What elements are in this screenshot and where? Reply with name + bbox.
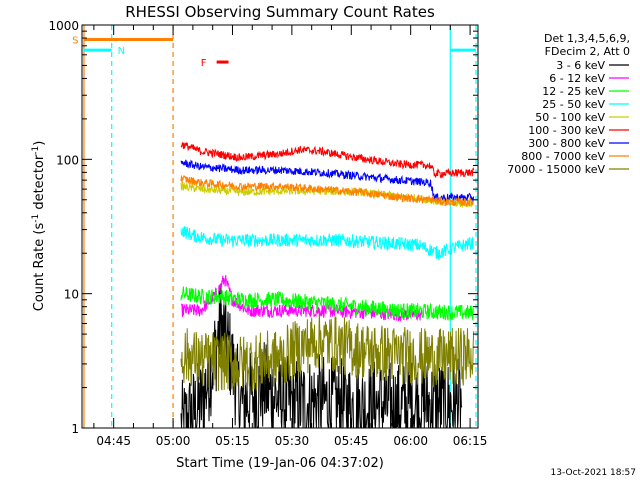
series-line-7	[180, 174, 475, 207]
y-tick-label: 1000	[48, 19, 79, 33]
axes: 1 10 100 1000 04:45 05:00 05:15 05:30 05:45 06:00…	[48, 19, 487, 448]
series-line-6	[180, 159, 475, 203]
chart-title: RHESSI Observing Summary Count Rates	[125, 3, 435, 21]
x-tick-label: 05:00	[156, 434, 191, 448]
series-line-5	[180, 142, 475, 179]
x-tick-label: 06:00	[393, 434, 428, 448]
y-label-sup2: -1	[31, 146, 41, 155]
series-line-2	[180, 286, 475, 321]
plot-frame	[81, 24, 479, 429]
legend-label-4: 50 - 100 keV	[535, 111, 605, 124]
y-tick-label: 10	[64, 288, 79, 302]
x-tick-label: 05:15	[215, 434, 250, 448]
x-tick-label: 06:15	[453, 434, 488, 448]
y-tick-label: 100	[56, 153, 79, 167]
x-tick-label: 04:45	[96, 434, 131, 448]
series-line-3	[180, 226, 474, 262]
x-axis-label: Start Time (19-Jan-06 04:37:02)	[176, 456, 384, 471]
legend-header-2: FDecim 2, Att 0	[545, 45, 630, 58]
legend-label-8: 7000 - 15000 keV	[507, 163, 605, 176]
y-tick-label: 1	[71, 422, 79, 436]
legend-label-6: 300 - 800 keV	[528, 137, 605, 150]
series-line-4	[180, 181, 474, 209]
y-axis-label: Count Rate (s-1 detector-1)	[31, 141, 47, 312]
legend: Det 1,3,4,5,6,9, FDecim 2, Att 0 3 - 6 k…	[507, 32, 630, 176]
x-tick-label: 05:30	[275, 434, 310, 448]
overlay-layer: S N F	[72, 25, 477, 428]
legend-label-0: 3 - 6 keV	[556, 59, 605, 72]
legend-label-1: 6 - 12 keV	[549, 72, 605, 85]
saa-label: S	[72, 35, 78, 46]
legend-header-1: Det 1,3,4,5,6,9,	[544, 32, 630, 45]
y-label-mid: detector	[32, 154, 47, 214]
legend-label-3: 25 - 50 keV	[542, 98, 605, 111]
legend-label-7: 800 - 7000 keV	[521, 150, 605, 163]
x-tick-label: 05:45	[334, 434, 369, 448]
night-label: N	[118, 46, 125, 57]
y-label-main: Count Rate (s	[32, 223, 47, 312]
legend-label-2: 12 - 25 keV	[542, 85, 605, 98]
flare-label: F	[201, 58, 207, 69]
legend-label-5: 100 - 300 keV	[528, 124, 605, 137]
series-line-0	[180, 286, 463, 429]
series-layer	[180, 142, 475, 429]
y-label-sup1: -1	[31, 214, 41, 223]
series-line-8	[180, 311, 475, 392]
footer-date: 13-Oct-2021 18:57	[551, 468, 636, 478]
y-label-end: )	[32, 141, 47, 146]
